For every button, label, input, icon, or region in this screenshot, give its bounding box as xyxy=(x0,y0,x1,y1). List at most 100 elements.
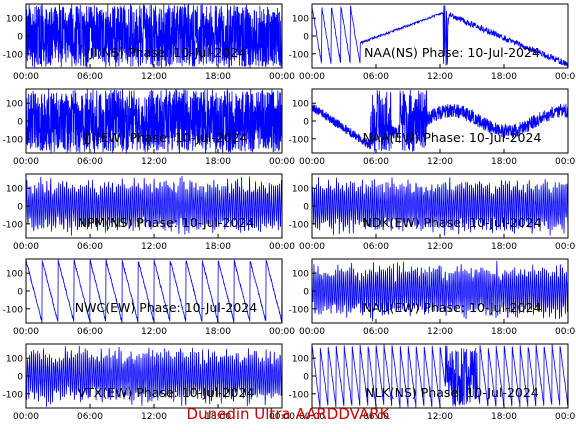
x-tick-label: 00:00 xyxy=(299,327,325,337)
phase-panel: 100 0 -100 00:00 06:00 12:00 18:00 00:00 JJI(EW)… xyxy=(3,88,295,167)
phase-panel: 100 0 -100 00:00 06:00 12:00 18:00 00:00 VTX(EW)… xyxy=(3,343,295,422)
phase-panel: 100 0 -100 00:00 06:00 12:00 18:00 00:00 NPM(NS)… xyxy=(3,173,295,252)
x-tick-label: 12:00 xyxy=(427,72,453,82)
y-tick-label: 100 xyxy=(292,270,309,280)
x-tick-label: 18:00 xyxy=(491,72,517,82)
phase-panel: 100 0 -100 00:00 06:00 12:00 18:00 00:00 NWC(EW)… xyxy=(3,258,295,337)
series-line xyxy=(312,177,568,236)
series-line xyxy=(312,89,568,152)
x-tick-label: 12:00 xyxy=(427,242,453,252)
x-tick-label: 06:00 xyxy=(77,327,103,337)
panel-title: NAU(EW) Phase: 10-Jul-2024 xyxy=(362,300,541,315)
y-tick-label: 100 xyxy=(6,355,23,365)
x-tick-label: 12:00 xyxy=(141,327,167,337)
x-tick-label: 18:00 xyxy=(205,72,231,82)
x-tick-label: 00:00 xyxy=(13,157,39,167)
x-tick-label: 00:00 xyxy=(555,242,576,252)
x-tick-label: 12:00 xyxy=(141,72,167,82)
phase-panel: 100 0 -100 00:00 06:00 12:00 18:00 00:00 NDK(EW)… xyxy=(289,173,576,252)
x-tick-label: 06:00 xyxy=(77,412,103,422)
x-tick-label: 06:00 xyxy=(363,72,389,82)
y-tick-label: 0 xyxy=(303,33,309,43)
y-tick-label: -100 xyxy=(3,305,24,315)
x-tick-label: 18:00 xyxy=(491,327,517,337)
panel-title: NAA(EW) Phase: 10-Jul-2024 xyxy=(363,130,542,145)
x-tick-label: 00:00 xyxy=(13,242,39,252)
panel-title: NLK(NS) Phase: 10-Jul-2024 xyxy=(365,385,539,400)
x-tick-label: 00:00 xyxy=(269,412,295,422)
x-tick-label: 00:00 xyxy=(13,72,39,82)
y-tick-label: 0 xyxy=(303,373,309,383)
x-tick-label: 00:00 xyxy=(299,242,325,252)
x-tick-label: 00:00 xyxy=(299,412,325,422)
x-tick-label: 06:00 xyxy=(363,327,389,337)
y-tick-label: -100 xyxy=(289,390,310,400)
y-tick-label: 0 xyxy=(17,33,23,43)
panel-title: VTX(EW) Phase: 10-Jul-2024 xyxy=(78,385,255,400)
series-line xyxy=(312,5,568,68)
x-tick-label: 00:00 xyxy=(269,72,295,82)
y-tick-label: 100 xyxy=(6,100,23,110)
phase-panel: 100 0 -100 00:00 06:00 12:00 18:00 00:00 NAA(EW)… xyxy=(289,88,576,167)
panel-title: NDK(EW) Phase: 10-Jul-2024 xyxy=(362,215,541,230)
x-tick-label: 12:00 xyxy=(427,412,453,422)
y-tick-label: 0 xyxy=(303,118,309,128)
series-line xyxy=(26,259,282,323)
y-tick-label: 100 xyxy=(292,355,309,365)
phase-panel: 100 0 -100 00:00 06:00 12:00 18:00 00:00 NAA(NS)… xyxy=(289,3,576,82)
x-tick-label: 00:00 xyxy=(555,412,576,422)
x-tick-label: 00:00 xyxy=(13,327,39,337)
x-tick-label: 00:00 xyxy=(13,412,39,422)
x-tick-label: 18:00 xyxy=(205,242,231,252)
panel-title: NPM(NS) Phase: 10-Jul-2024 xyxy=(78,215,255,230)
x-tick-label: 00:00 xyxy=(555,157,576,167)
y-tick-label: 0 xyxy=(17,203,23,213)
y-tick-label: 100 xyxy=(6,270,23,280)
series-line xyxy=(26,345,282,407)
x-tick-label: 06:00 xyxy=(363,412,389,422)
y-tick-label: 0 xyxy=(17,373,23,383)
y-tick-label: -100 xyxy=(3,50,24,60)
panel-title: NAA(NS) Phase: 10-Jul-2024 xyxy=(364,45,540,60)
x-tick-label: 12:00 xyxy=(141,412,167,422)
y-tick-label: 100 xyxy=(292,185,309,195)
y-tick-label: 100 xyxy=(6,15,23,25)
footer-label: Dunedin Ultra AARDDVARK xyxy=(186,405,390,423)
series-line xyxy=(26,175,282,236)
x-tick-label: 00:00 xyxy=(555,327,576,337)
x-tick-label: 12:00 xyxy=(141,157,167,167)
x-tick-label: 00:00 xyxy=(299,72,325,82)
y-tick-label: -100 xyxy=(289,50,310,60)
phase-panel: 100 0 -100 00:00 06:00 12:00 18:00 00:00 NLK(NS)… xyxy=(289,343,576,422)
x-tick-label: 06:00 xyxy=(77,157,103,167)
x-tick-label: 06:00 xyxy=(77,242,103,252)
panel-title: NWC(EW) Phase: 10-Jul-2024 xyxy=(75,300,257,315)
x-tick-label: 00:00 xyxy=(555,72,576,82)
y-tick-label: 100 xyxy=(6,185,23,195)
x-tick-label: 06:00 xyxy=(363,157,389,167)
panel-title: JJI(NS) Phase: 10-Jul-2024 xyxy=(85,45,246,60)
x-tick-label: 12:00 xyxy=(427,327,453,337)
x-tick-label: 18:00 xyxy=(491,412,517,422)
x-tick-label: 12:00 xyxy=(141,242,167,252)
x-tick-label: 06:00 xyxy=(363,242,389,252)
y-tick-label: -100 xyxy=(289,135,310,145)
y-tick-label: -100 xyxy=(3,390,24,400)
series-line xyxy=(312,260,568,322)
y-tick-label: -100 xyxy=(3,135,24,145)
y-tick-label: 100 xyxy=(292,15,309,25)
series-line xyxy=(26,89,282,153)
panel-title: JJI(EW) Phase: 10-Jul-2024 xyxy=(83,130,247,145)
x-tick-label: 18:00 xyxy=(205,157,231,167)
phase-panel: 100 0 -100 00:00 06:00 12:00 18:00 00:00 JJI(NS)… xyxy=(3,3,295,82)
x-tick-label: 18:00 xyxy=(205,412,231,422)
y-tick-label: 0 xyxy=(303,203,309,213)
y-tick-label: 0 xyxy=(17,118,23,128)
y-tick-label: 0 xyxy=(17,288,23,298)
y-tick-label: 0 xyxy=(303,288,309,298)
y-tick-label: -100 xyxy=(3,220,24,230)
series-line xyxy=(312,344,568,408)
x-tick-label: 18:00 xyxy=(491,242,517,252)
y-tick-label: -100 xyxy=(289,305,310,315)
